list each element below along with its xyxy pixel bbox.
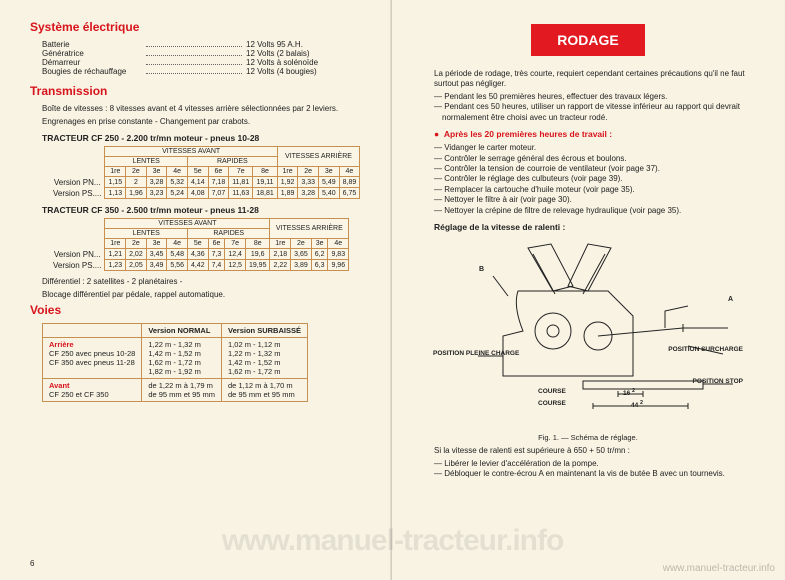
page-number: 6: [30, 559, 34, 568]
list-item: — Nettoyer le filtre à air (voir page 30…: [434, 195, 754, 205]
list-item: — Débloquer le contre-écrou A en mainten…: [434, 469, 754, 479]
list-item: — Nettoyer la crépine de filtre de relev…: [434, 206, 754, 216]
list-item: — Pendant les 50 premières heures, effec…: [434, 92, 754, 102]
electrical-row: Bougies de réchauffage12 Volts (4 bougie…: [42, 67, 361, 76]
el-label: Batterie: [42, 40, 142, 49]
rodage-badge: RODAGE: [531, 24, 644, 56]
reglage-heading: Réglage de la vitesse de ralenti :: [434, 222, 754, 232]
electrical-list: Batterie 12 Volts 95 A.H. Génératrice12 V…: [42, 40, 361, 76]
electrical-row: Démarreur12 Volts à solénoïde: [42, 58, 361, 67]
diag-label-full: POSITION PLEINE CHARGE: [433, 350, 519, 357]
right-page: RODAGE La période de rodage, très courte…: [392, 0, 784, 580]
tail-text: Si la vitesse de ralenti est supérieure …: [434, 446, 754, 456]
list-item: — Contrôler la tension de courroie de ve…: [434, 164, 754, 174]
tail-list: — Libérer le levier d'accélération de la…: [434, 459, 754, 480]
transmission-text-2: Engrenages en prise constante - Changeme…: [42, 117, 361, 127]
table-row: Version PS.... 1,131,963,235,24 4,087,07…: [50, 188, 360, 199]
after-20h-title: ● Après les 20 premières heures de trava…: [434, 129, 754, 139]
diag-label-course2: COURSE: [538, 400, 566, 407]
diag-label-a: A: [728, 296, 733, 303]
el-value: 12 Volts 95 A.H.: [246, 40, 361, 49]
diag-label-over: POSITION SURCHARGE: [668, 346, 743, 353]
voies-table: Version NORMAL Version SURBAISSÉ Arrière…: [42, 323, 308, 402]
list-item: — Pendant ces 50 heures, utiliser un rap…: [434, 102, 754, 123]
electrical-row: Batterie 12 Volts 95 A.H.: [42, 40, 361, 49]
section-voies-title: Voies: [30, 303, 361, 317]
list-item: — Contrôler le réglage des culbuteurs (v…: [434, 174, 754, 184]
diag-label-b: B: [479, 266, 484, 273]
list-item: — Contrôler le serrage général des écrou…: [434, 154, 754, 164]
diag-label-stop: POSITION STOP: [693, 378, 743, 385]
footer-url: www.manuel-tracteur.info: [663, 563, 775, 574]
differential-text: Différentiel : 2 satellites - 2 planétai…: [42, 277, 361, 287]
section-electrical-title: Système électrique: [30, 20, 361, 34]
adjustment-diagram: B A POSITION PLEINE CHARGE POSITION SURC…: [433, 236, 743, 431]
speed-table-cf250: VITESSES AVANT VITESSES ARRIÈRE LENTES R…: [50, 146, 360, 199]
gear-header-row: 1re2e3e4e 5e6e7e8e 1re2e3e4e: [50, 167, 360, 177]
cf350-heading: TRACTEUR CF 350 - 2.500 tr/mn moteur - p…: [42, 205, 361, 215]
diag-label-course1: COURSE: [538, 388, 566, 395]
list-item: — Vidanger le carter moteur.: [434, 143, 754, 153]
list-item: — Remplacer la cartouche d'huile moteur …: [434, 185, 754, 195]
section-transmission-title: Transmission: [30, 84, 361, 98]
intro-list: — Pendant les 50 premières heures, effec…: [434, 92, 754, 123]
electrical-row: Génératrice12 Volts (2 balais): [42, 49, 361, 58]
gear-header-row: 1re2e3e4e 5e6e7e8e 1re2e3e4e: [50, 239, 349, 249]
cf250-heading: TRACTEUR CF 250 - 2.200 tr/mn moteur - p…: [42, 133, 361, 143]
table-row: Version PN... 1,212,023,455,48 4,367,312…: [50, 249, 349, 260]
table-row: AvantCF 250 et CF 350 de 1,22 m à 1,79 m…: [43, 379, 308, 402]
transmission-text-1: Boîte de vitesses : 8 vitesses avant et …: [42, 104, 361, 114]
blocking-text: Blocage différentiel par pédale, rappel …: [42, 290, 361, 300]
intro-text: La période de rodage, très courte, requi…: [434, 69, 754, 89]
diagram-caption: Fig. 1. — Schéma de réglage.: [422, 433, 754, 442]
after-list: — Vidanger le carter moteur. — Contrôler…: [434, 143, 754, 216]
table-row: Version PS.... 1,232,053,495,56 4,427,41…: [50, 260, 349, 271]
table-row: ArrièreCF 250 avec pneus 10-28 CF 350 av…: [43, 338, 308, 379]
left-page: Système électrique Batterie 12 Volts 95 A…: [0, 0, 392, 580]
table-row: Version PN... 1,1523,285,32 4,147,1811,8…: [50, 177, 360, 188]
list-item: — Libérer le levier d'accélération de la…: [434, 459, 754, 469]
speed-table-cf350: VITESSES AVANT VITESSES ARRIÈRE LENTES R…: [50, 218, 349, 271]
